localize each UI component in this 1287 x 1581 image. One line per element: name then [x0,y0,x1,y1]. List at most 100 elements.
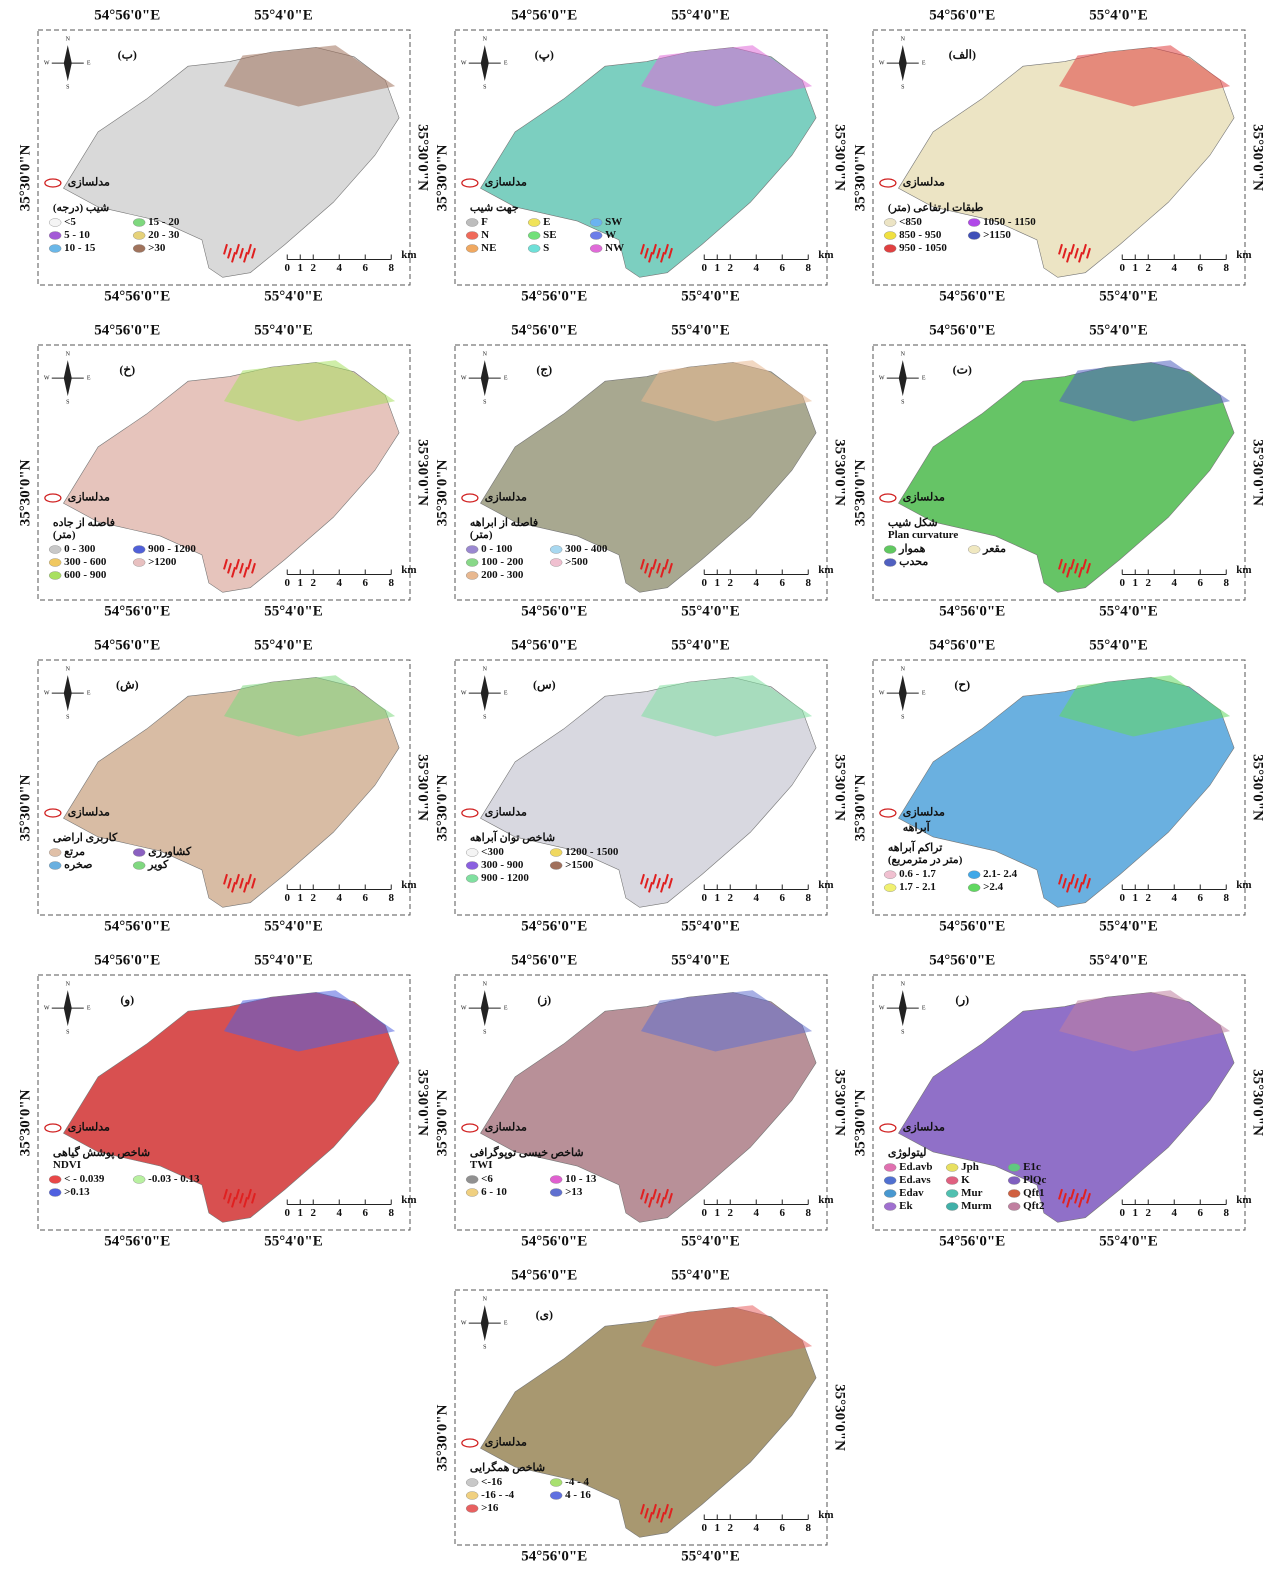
bottom-coordinate: 55°4'0"E [264,288,323,304]
bottom-coordinate: 55°4'0"E [681,1548,740,1564]
landslide [1086,562,1091,574]
landslide [231,1196,236,1208]
landslide [223,243,228,255]
scale-label: 2 [1145,262,1151,274]
top-coordinate: 55°4'0"E [671,7,730,23]
bottom-coordinate: 54°56'0"E [939,288,1005,304]
legend-label: >1500 [565,859,594,871]
scale-label: 1 [297,1207,303,1219]
model-label: مدلسازی [903,177,945,189]
model-symbol [461,1438,479,1448]
legend-swatch [48,244,62,253]
right-coordinate: 35°30'0"N [1250,439,1266,506]
landslide [664,558,669,570]
legend-swatch [549,545,563,554]
right-coordinate: 35°30'0"N [415,439,431,506]
legend-label: Ek [899,1200,913,1212]
model-symbol [461,178,479,188]
landslide [1086,247,1091,259]
panel-label: (ح) [954,677,970,692]
study-area [63,992,400,1223]
bottom-coordinate: 55°4'0"E [681,918,740,934]
scale-label: 8 [805,1522,811,1534]
compass-letter: E [504,1006,508,1012]
model-label: مدلسازی [68,1122,110,1134]
study-area [480,992,817,1223]
legend-title: شاخص پوشش گیاهی [53,1145,150,1159]
map-panel: N E S W (ر) 54°56'0"E 54°56'0"E 55°4'0"E 55°4'0"… [852,952,1265,1249]
panel-label: (ب) [118,47,137,61]
legend-label: >0.13 [64,1186,90,1198]
legend-swatch [465,1504,479,1513]
legend-label: Jph [961,1161,979,1173]
compass-letter: S [483,1030,486,1036]
left-coordinate: 35°30'0"N [17,459,33,526]
model-symbol [44,808,62,818]
legend-label: 100 - 200 [481,556,524,568]
landslide [251,247,256,259]
landslide [668,877,673,889]
landslide [1058,1188,1063,1200]
scale-label: 2 [727,1522,733,1534]
frame [37,659,411,916]
model-symbol [461,808,479,818]
top-coordinate: 54°56'0"E [929,7,995,23]
map-panel: N E S W (الف) 54°56'0"E 54°56'0"E 55°4'0"E 55°4'… [852,7,1265,304]
scale-label: 2 [310,1207,316,1219]
legend-swatch [465,1175,479,1184]
landslide [247,873,252,885]
legend-swatch [465,1491,479,1500]
compass-letter: W [461,1006,467,1012]
landslide [1074,1192,1079,1204]
scale-label: 4 [1171,577,1177,589]
top-coordinate: 55°4'0"E [254,322,313,338]
legend-swatch [465,558,479,567]
scale-label: 0 [1119,1207,1125,1219]
legend-swatch [465,545,479,554]
legend-label: صخره [64,859,92,871]
compass-letter: E [87,376,91,382]
landslide [223,1188,228,1200]
legend-swatch [48,1188,62,1197]
landslide [652,1188,657,1200]
legend-swatch [465,874,479,883]
scale-label: 6 [1197,577,1203,589]
scale-label: 2 [1145,577,1151,589]
legend-label: <6 [481,1173,493,1185]
landslide [239,247,244,259]
compass-letter: E [504,1321,508,1327]
landslide [664,243,669,255]
landslide [1058,558,1063,570]
landslide [644,1507,649,1519]
bottom-coordinate: 55°4'0"E [1099,603,1158,619]
legend-label: 300 - 400 [565,543,608,555]
top-coordinate: 54°56'0"E [94,637,160,653]
landslide [668,247,673,259]
frame [872,344,1246,601]
legend-swatch [132,231,146,240]
legend-label: N [481,229,489,241]
panel-label: (الف) [949,47,976,61]
legend-swatch [132,218,146,227]
legend-label: Edav [899,1187,924,1199]
relief-zone [641,45,813,107]
legend-swatch [549,1478,563,1487]
legend-swatch [465,244,479,253]
right-coordinate: 35°30'0"N [415,124,431,191]
legend-label: 300 - 600 [64,556,107,568]
legend-swatch [48,861,62,870]
legend-swatch [1007,1163,1021,1172]
legend-swatch [1007,1202,1021,1211]
legend-label: Ed.avs [899,1174,931,1186]
model-label: مدلسازی [485,807,527,819]
panel-label: (ت) [953,362,972,376]
scale-label: 8 [805,577,811,589]
compass-letter: N [66,352,71,358]
compass-letter: W [461,376,467,382]
right-coordinate: 35°30'0"N [832,1384,848,1451]
legend-label: <300 [481,846,504,858]
legend-title: فاصله از ابراهه [470,517,538,529]
bottom-coordinate: 54°56'0"E [104,288,170,304]
legend-label: 1.7 - 2.1 [899,881,936,893]
top-coordinate: 54°56'0"E [511,322,577,338]
